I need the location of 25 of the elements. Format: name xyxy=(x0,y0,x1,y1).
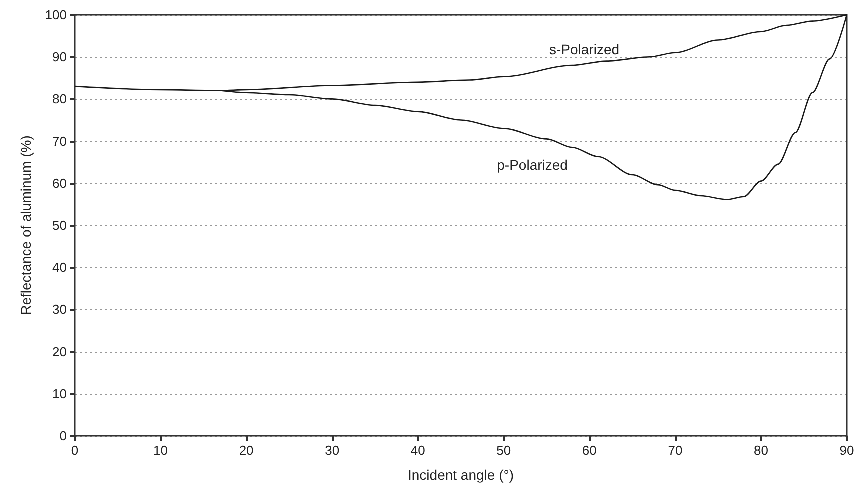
y-tick-label: 90 xyxy=(52,50,67,65)
x-tick-label: 30 xyxy=(325,443,340,458)
y-tick-label: 60 xyxy=(52,176,67,191)
x-axis-title: Incident angle (°) xyxy=(408,467,514,483)
x-tick-label: 70 xyxy=(668,443,683,458)
y-tick-label: 100 xyxy=(45,8,67,22)
x-tick-label: 40 xyxy=(410,443,426,458)
x-tick-label: 80 xyxy=(754,443,768,458)
y-tick-label: 0 xyxy=(60,428,67,444)
series-label: s-Polarized xyxy=(549,42,620,58)
x-tick-label: 10 xyxy=(154,443,168,458)
y-tick-label: 70 xyxy=(52,134,67,149)
y-tick-label: 40 xyxy=(52,260,67,276)
y-tick-label: 80 xyxy=(52,92,67,107)
y-axis-title: Reflectance of aluminum (%) xyxy=(18,136,34,316)
x-tick-label: 90 xyxy=(840,443,854,458)
y-tick-label: 50 xyxy=(52,218,67,233)
y-tick-label: 30 xyxy=(52,302,67,318)
series-label: p-Polarized xyxy=(497,156,568,173)
x-tick-label: 60 xyxy=(582,443,597,458)
x-tick-label: 0 xyxy=(71,443,79,458)
x-tick-label: 50 xyxy=(496,443,512,458)
y-tick-label: 20 xyxy=(52,344,67,360)
y-tick-label: 10 xyxy=(52,386,67,402)
x-tick-label: 20 xyxy=(239,443,254,458)
